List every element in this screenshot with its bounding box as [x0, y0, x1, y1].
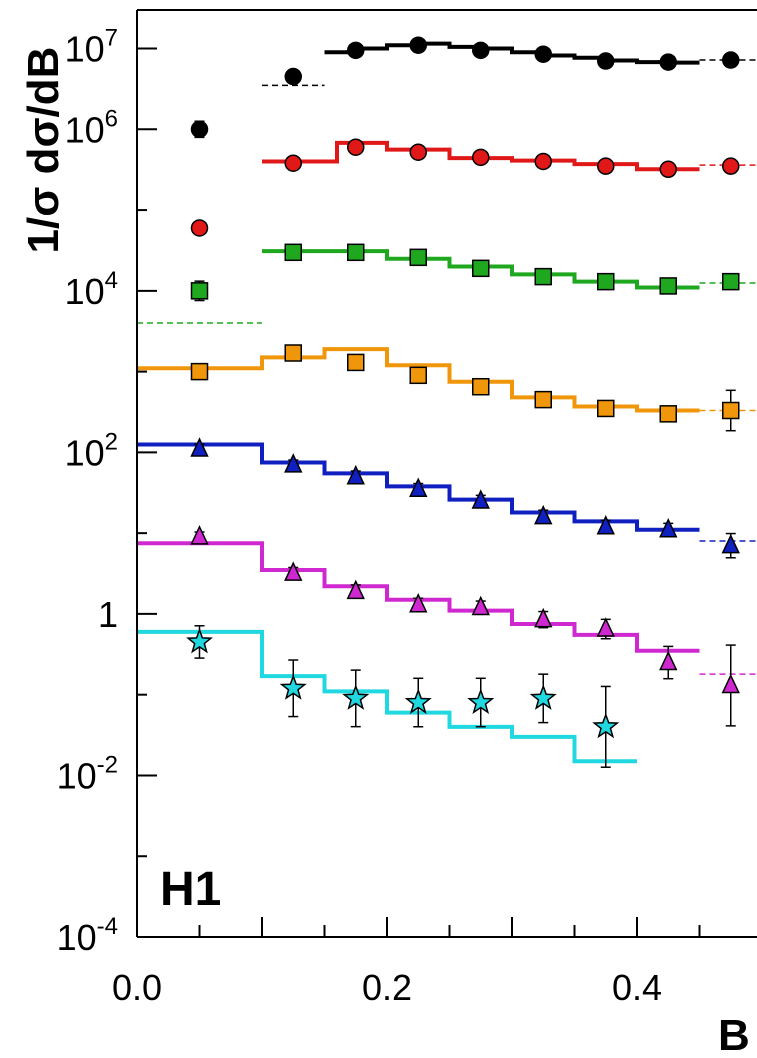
circle-marker: [472, 41, 490, 60]
square-marker: [409, 248, 427, 267]
square-marker: [472, 259, 490, 278]
circle-marker: [659, 53, 677, 71]
circle-marker: [659, 160, 677, 179]
square-marker: [284, 344, 302, 362]
x-axis-title: B: [718, 1011, 750, 1053]
prediction-curve: [137, 629, 637, 764]
square-marker: [722, 272, 740, 291]
circle-marker: [409, 143, 427, 161]
y-tick-label: 107: [65, 25, 118, 70]
circle-marker: [597, 52, 615, 70]
triangle-marker: [409, 477, 428, 497]
circle-marker: [409, 36, 427, 54]
circle-marker: [597, 157, 615, 175]
y-tick-label: 1: [98, 594, 118, 635]
circle-marker: [534, 152, 552, 171]
triangle-marker: [346, 464, 365, 485]
x-tick-label: 0.0: [112, 967, 162, 1008]
star-marker: [342, 684, 370, 710]
circle-marker: [284, 154, 302, 172]
h1-experiment-logo: H1: [160, 863, 221, 916]
axes-layer: [136, 9, 757, 938]
star-marker: [592, 712, 620, 739]
histogram-curves-layer: [137, 41, 757, 764]
square-marker: [534, 390, 552, 409]
square-marker: [722, 401, 740, 420]
prediction-curve: [324, 41, 700, 65]
triangle-marker: [346, 579, 365, 600]
square-marker: [659, 277, 677, 295]
circle-marker: [347, 138, 365, 156]
triangle-marker: [471, 489, 490, 509]
triangle-marker: [596, 514, 615, 535]
star-marker: [404, 688, 432, 714]
triangle-marker: [596, 617, 615, 637]
circle-marker: [722, 51, 740, 69]
square-marker: [534, 267, 552, 286]
triangle-marker: [190, 525, 209, 545]
triangle-marker: [471, 595, 490, 616]
triangle-marker: [659, 518, 678, 538]
x-tick-label: 0.4: [612, 967, 662, 1008]
triangle-marker: [721, 533, 740, 554]
circle-marker: [722, 157, 740, 175]
square-marker: [347, 353, 365, 372]
square-marker: [659, 405, 677, 423]
y-tick-label: 106: [65, 105, 118, 150]
triangle-marker: [534, 607, 553, 628]
star-marker: [186, 627, 213, 654]
triangle-marker: [409, 592, 428, 613]
y-axis-title: 1/σ dσ/dB: [19, 47, 68, 254]
square-marker: [597, 399, 615, 418]
star-marker: [467, 688, 495, 714]
y-tick-label: 102: [65, 428, 118, 473]
square-marker: [347, 243, 365, 262]
square-marker: [472, 377, 490, 396]
star-marker: [279, 674, 307, 700]
prediction-curve: [262, 140, 700, 172]
x-tick-label: 0.2: [362, 967, 412, 1008]
square-marker: [409, 366, 427, 385]
data-markers-layer: [186, 36, 740, 739]
square-marker: [190, 282, 209, 300]
triangle-marker: [721, 673, 740, 694]
circle-marker: [190, 219, 209, 237]
y-tick-label: 10-2: [57, 751, 118, 796]
prediction-curve: [262, 249, 700, 290]
triangle-marker: [659, 650, 678, 671]
square-marker: [597, 272, 615, 291]
star-marker: [529, 684, 557, 710]
triangle-marker: [284, 453, 303, 473]
triangle-marker: [190, 437, 209, 457]
circle-marker: [190, 120, 209, 139]
y-tick-label: 10-4: [57, 913, 118, 958]
triangle-marker: [534, 504, 553, 525]
square-marker: [190, 362, 209, 381]
y-tick-label: 104: [65, 267, 118, 312]
error-bars-layer: [194, 41, 736, 768]
triangle-marker: [284, 561, 303, 581]
circle-marker: [472, 148, 490, 167]
ticks-layer: 10-4 10-2 1 102 104 106 107 0.0 0.2 0.4: [57, 25, 701, 1008]
square-marker: [284, 243, 302, 262]
circle-marker: [347, 41, 365, 60]
circle-marker: [534, 45, 552, 63]
circle-marker: [284, 67, 302, 86]
